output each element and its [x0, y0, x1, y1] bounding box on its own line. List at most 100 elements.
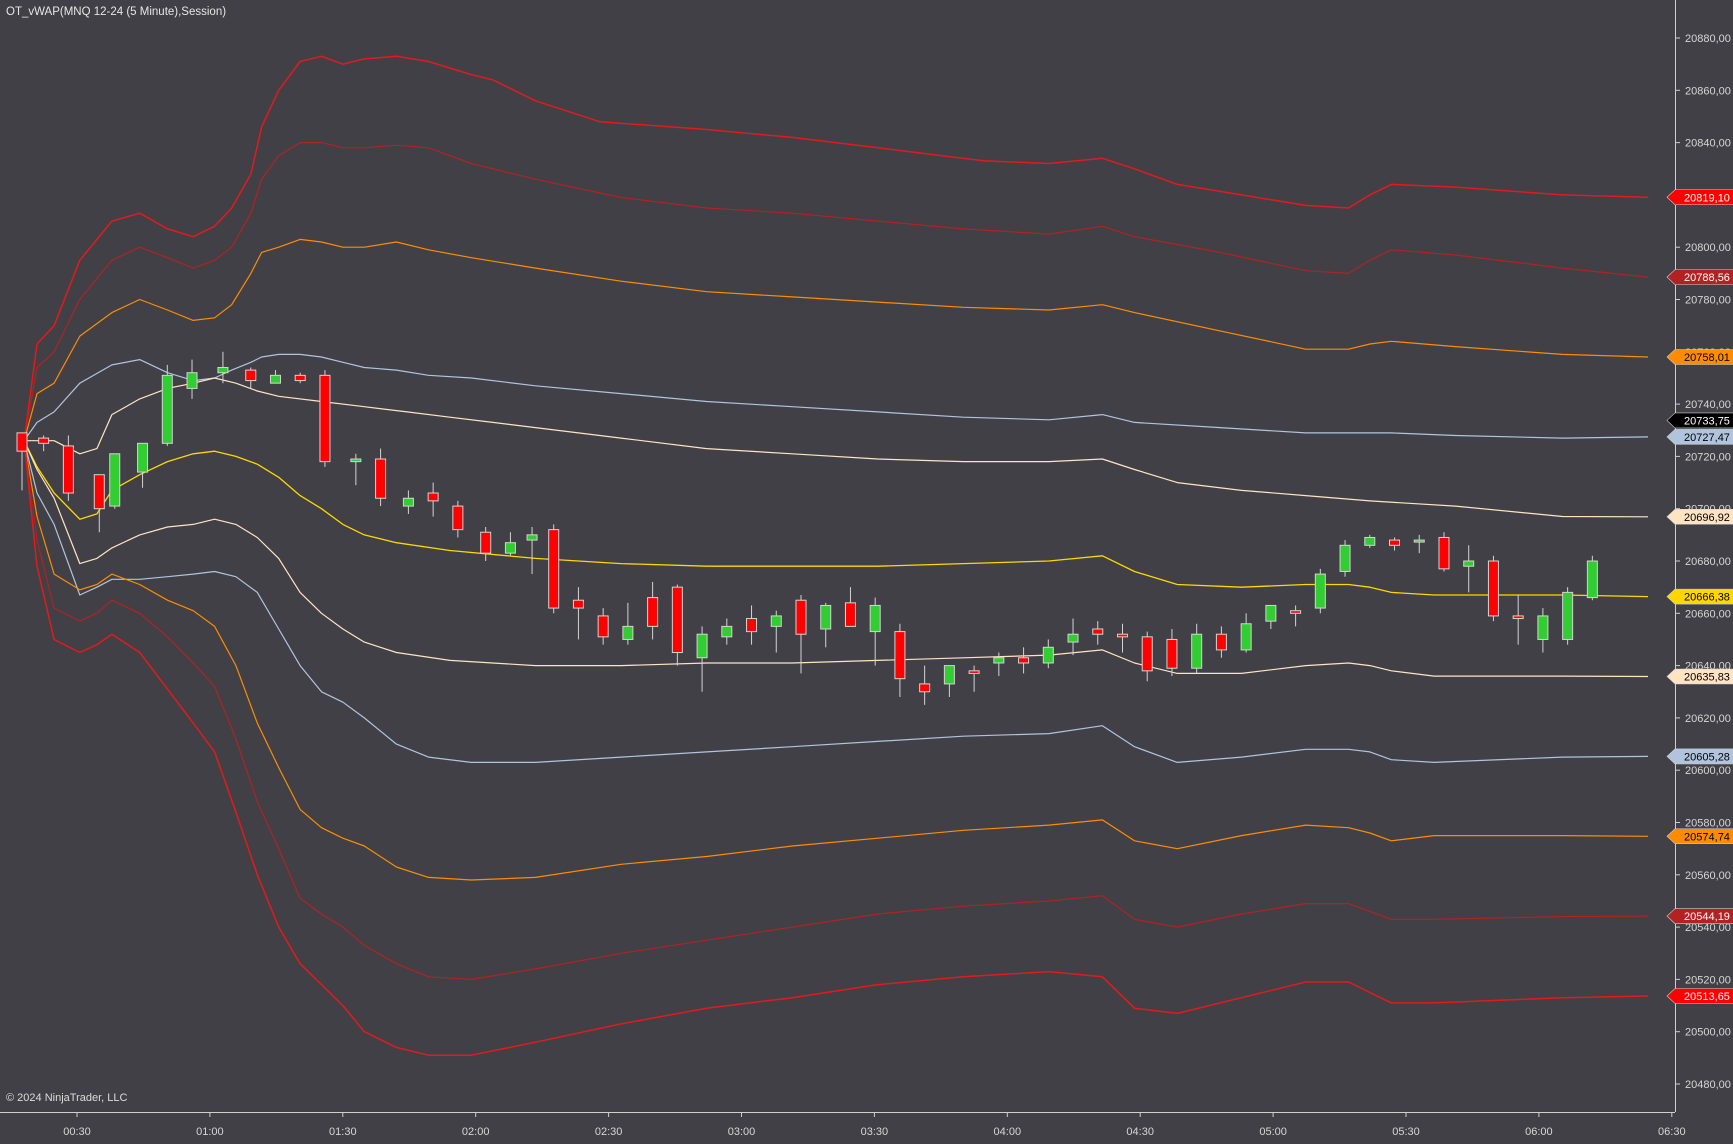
- candle: [161, 364, 173, 446]
- time-tick-label: 05:30: [1392, 1126, 1420, 1138]
- time-tick-label: 04:30: [1126, 1126, 1154, 1138]
- band-line-upper-band-0-5: [24, 377, 1649, 518]
- band-line-lower-band-1: [23, 440, 1649, 764]
- candle: [1512, 594, 1524, 645]
- candle: [480, 527, 492, 561]
- candle: [622, 602, 634, 645]
- price-marker-label: 20513,65: [1684, 991, 1730, 1003]
- price-marker-label: 20727,47: [1684, 432, 1730, 444]
- candle: [38, 435, 50, 452]
- candle: [1314, 568, 1326, 614]
- candle: [504, 532, 516, 556]
- price-tick-label: 20600,00: [1685, 765, 1731, 777]
- price-tick-label: 20620,00: [1685, 713, 1731, 725]
- candle: [1141, 631, 1153, 682]
- time-tick-label: 01:30: [329, 1126, 357, 1138]
- time-tick-label: 03:30: [861, 1126, 889, 1138]
- candle: [245, 367, 257, 389]
- candle: [770, 610, 782, 653]
- price-marker-label: 20666,38: [1684, 592, 1730, 604]
- candle: [597, 608, 609, 645]
- candle: [844, 587, 856, 627]
- candle: [1042, 639, 1054, 669]
- candle: [572, 587, 584, 640]
- price-marker: 20819,10: [1666, 189, 1733, 206]
- price-marker-label: 20574,74: [1684, 831, 1730, 843]
- time-tick-label: 00:30: [63, 1126, 91, 1138]
- candle: [109, 453, 121, 509]
- candle: [795, 594, 807, 674]
- candle: [721, 618, 733, 645]
- candle: [93, 474, 105, 533]
- price-marker: 20605,28: [1666, 748, 1733, 765]
- price-tick-label: 20880,00: [1685, 33, 1731, 45]
- candle: [1463, 545, 1475, 593]
- candle: [319, 370, 331, 467]
- candle: [919, 665, 931, 705]
- price-marker: 20788,56: [1666, 269, 1733, 285]
- candle: [1240, 613, 1252, 653]
- time-tick-label: 02:00: [462, 1126, 490, 1138]
- candle: [1487, 555, 1499, 622]
- price-tick-label: 20560,00: [1685, 870, 1731, 882]
- band-line-lower-band-0-5: [23, 440, 1649, 678]
- candle: [186, 359, 198, 399]
- time-axis[interactable]: 00:30 01:00 01:30 02:00 02:30 03:00 03:30 04:00…: [63, 1112, 1733, 1138]
- candles: [16, 351, 1598, 705]
- price-markers: 20819,10 20788,56 20758,01 20733,75 20727,47…: [1666, 189, 1733, 1004]
- price-marker-label: 20758,01: [1684, 352, 1730, 364]
- time-tick-label: 06:00: [1525, 1126, 1553, 1138]
- price-marker: 20696,92: [1666, 508, 1733, 525]
- price-tick-label: 20580,00: [1685, 818, 1731, 830]
- band-line-lower-band-2-5: [23, 440, 1649, 981]
- price-marker: 20544,19: [1666, 908, 1733, 924]
- price-tick-label: 20540,00: [1685, 922, 1731, 934]
- price-tick-label: 20520,00: [1685, 974, 1731, 986]
- candle: [1438, 532, 1450, 572]
- candle: [746, 605, 758, 645]
- candle: [1562, 587, 1574, 645]
- price-marker: 20758,01: [1666, 349, 1733, 365]
- price-tick-label: 20660,00: [1685, 608, 1731, 620]
- copyright-label: © 2024 NinjaTrader, LLC: [6, 1092, 128, 1104]
- price-marker-label: 20605,28: [1684, 751, 1730, 763]
- band-line-upper-band-3: [23, 55, 1649, 441]
- candle: [1166, 628, 1178, 677]
- band-line-vwap: [23, 440, 1649, 598]
- candle: [1265, 604, 1277, 629]
- candle: [696, 626, 708, 692]
- candle: [968, 665, 980, 692]
- price-marker: 20513,65: [1666, 988, 1733, 1004]
- chart-title: OT_vWAP(MNQ 12-24 (5 Minute),Session): [6, 6, 227, 18]
- candle: [1116, 623, 1128, 653]
- band-line-upper-band-2-5: [23, 142, 1649, 441]
- price-marker-label: 20788,56: [1684, 272, 1730, 284]
- price-marker: 20574,74: [1666, 828, 1733, 845]
- time-tick-label: 05:00: [1259, 1126, 1287, 1138]
- vwap-bands: [23, 55, 1649, 1056]
- time-tick-label: 06:30: [1658, 1126, 1686, 1138]
- candle: [1537, 608, 1549, 653]
- candle: [1018, 647, 1030, 674]
- candle: [1290, 605, 1302, 627]
- price-tick-label: 20780,00: [1685, 295, 1731, 307]
- candle: [1067, 618, 1079, 656]
- candle: [452, 500, 464, 538]
- candle: [375, 448, 387, 507]
- price-tick-label: 20480,00: [1685, 1079, 1731, 1091]
- price-tick-label: 20840,00: [1685, 138, 1731, 150]
- band-line-lower-band-3: [23, 440, 1649, 1056]
- candle: [1191, 623, 1203, 674]
- candle: [427, 482, 439, 517]
- price-marker: 20666,38: [1666, 588, 1733, 605]
- candle: [1339, 540, 1351, 577]
- candle: [869, 597, 881, 666]
- price-tick-label: 20680,00: [1685, 556, 1731, 568]
- price-marker: 20733,75: [1666, 412, 1733, 429]
- price-marker-label: 20733,75: [1684, 415, 1730, 427]
- candle: [1364, 534, 1376, 548]
- candle: [137, 442, 149, 488]
- candle: [1092, 621, 1104, 645]
- candle: [1215, 626, 1227, 658]
